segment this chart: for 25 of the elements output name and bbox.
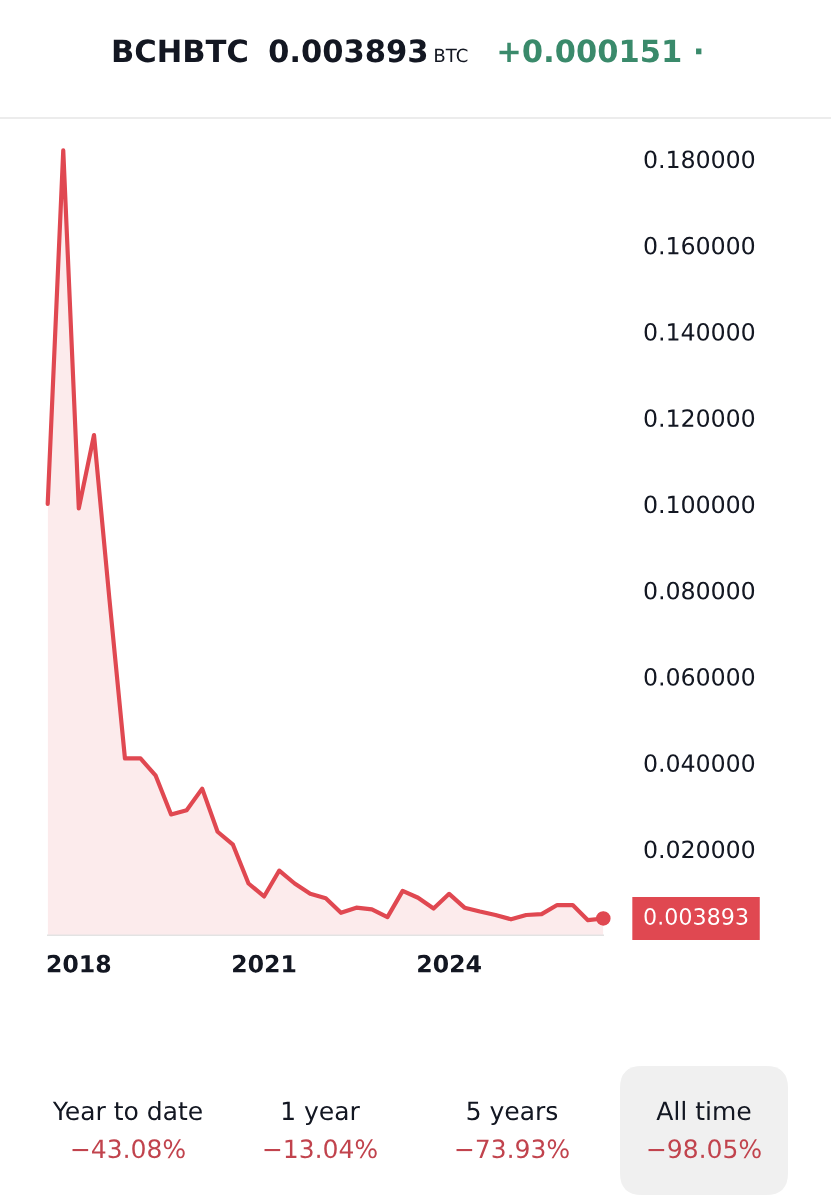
- x-tick-label: 2018: [47, 954, 111, 973]
- text: All time: [656, 1100, 751, 1121]
- y-tick-label: 0.100000: [644, 495, 755, 514]
- data-label: 0.003893: [644, 908, 748, 925]
- y-tick-label: 0.180000: [644, 150, 755, 169]
- text: Year to date: [52, 1100, 202, 1121]
- y-tick-label: 0.040000: [644, 754, 755, 773]
- text: BTC: [435, 48, 468, 63]
- y-tick-label: 0.020000: [644, 840, 755, 859]
- chart-title: BCHBTC: [113, 39, 247, 63]
- text: 5 years: [467, 1101, 558, 1126]
- x-tick-label: 2021: [233, 954, 296, 973]
- y-tick-label: 0.140000: [644, 322, 755, 341]
- text: 1 year: [282, 1101, 360, 1126]
- text: +0.000151 ·: [499, 39, 702, 63]
- y-tick-label: 0.160000: [644, 236, 755, 255]
- y-tick-label: 0.080000: [644, 581, 755, 600]
- text: −43.08%: [72, 1139, 185, 1159]
- y-tick-label: 0.060000: [644, 667, 755, 686]
- text: 0.003893: [269, 39, 427, 63]
- text: −13.04%: [264, 1139, 377, 1159]
- text: −98.05%: [648, 1139, 761, 1159]
- y-tick-label: 0.120000: [644, 409, 755, 428]
- text: −73.93%: [456, 1139, 569, 1159]
- x-tick-label: 2024: [418, 954, 481, 973]
